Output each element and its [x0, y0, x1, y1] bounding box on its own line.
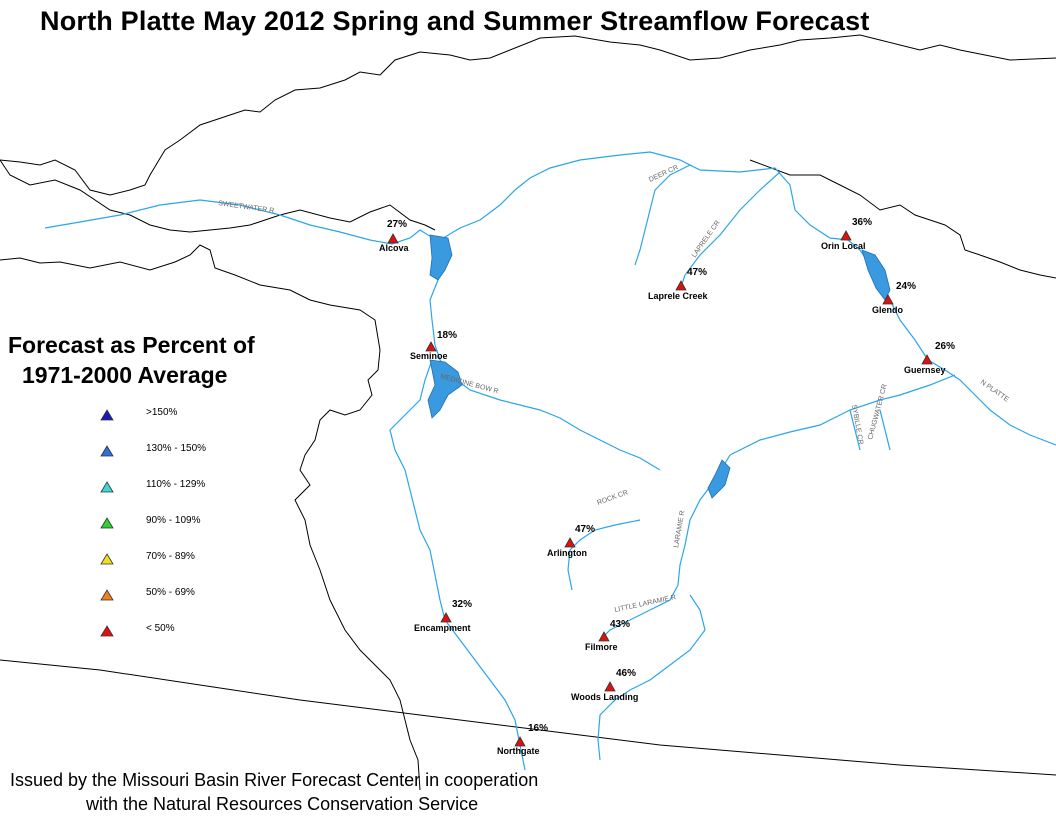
basin-boundary: [0, 34, 1056, 791]
triangle-icon: [840, 230, 852, 241]
station-name: Northgate: [497, 746, 540, 756]
station-marker: Laprele Creek 47%: [648, 267, 709, 301]
footer-line2: with the Natural Resources Conservation …: [86, 794, 479, 814]
river-label-little-laramie: LITTLE LARAMIE R: [614, 594, 677, 614]
station-name: Guernsey: [904, 365, 946, 375]
station-percent: 36%: [852, 217, 872, 228]
station-percent: 18%: [437, 330, 457, 341]
station-markers: Alcova 27% Seminoe 18% Laprele Creek 47% Orin …: [379, 217, 955, 756]
station-percent: 46%: [616, 668, 636, 679]
triangle-icon: [100, 589, 114, 601]
legend-item-label: 130% - 150%: [146, 443, 207, 454]
station-name: Filmore: [585, 642, 618, 652]
station-marker: Filmore 43%: [585, 619, 630, 652]
map-title: North Platte May 2012 Spring and Summer …: [40, 6, 870, 36]
station-marker: Seminoe 18%: [410, 330, 457, 361]
station-percent: 47%: [575, 524, 595, 535]
station-name: Laprele Creek: [648, 291, 709, 301]
station-marker: Glendo 24%: [872, 281, 916, 315]
reservoirs: [427, 234, 891, 499]
station-name: Seminoe: [410, 351, 448, 361]
river-label-n-platte: N PLATTE: [979, 379, 1010, 404]
station-marker: Northgate 16%: [497, 723, 548, 756]
triangle-icon: [440, 612, 452, 623]
river-network: [44, 151, 1056, 771]
footer-credit: Issued by the Missouri Basin River Forec…: [10, 768, 538, 816]
legend-item-label: 110% - 129%: [146, 479, 206, 490]
legend-item-label: >150%: [146, 407, 178, 418]
station-percent: 26%: [935, 341, 955, 352]
station-percent: 27%: [387, 219, 407, 230]
legend-title: Forecast as Percent of 1971-2000 Average: [8, 330, 255, 390]
river-label-laramie: LARAMIE R: [673, 510, 686, 548]
triangle-icon: [604, 681, 616, 692]
river-label-laprele: LAPRELE CR: [691, 219, 722, 259]
station-name: Glendo: [872, 305, 904, 315]
station-marker: Arlington 47%: [547, 524, 595, 558]
legend-item-label: 50% - 69%: [146, 587, 195, 598]
glendo-reservoir: [861, 249, 891, 301]
station-percent: 47%: [687, 267, 707, 278]
station-percent: 24%: [896, 281, 916, 292]
station-name: Alcova: [379, 243, 410, 253]
station-name: Orin Local: [821, 241, 866, 251]
station-marker: Orin Local 36%: [821, 217, 872, 251]
triangle-icon: [514, 736, 526, 747]
triangle-icon: [100, 625, 114, 637]
river-label-rock: ROCK CR: [596, 489, 629, 507]
river-label-sybille: SYBILLE CR: [850, 404, 864, 445]
station-name: Encampment: [414, 623, 471, 633]
wheatland-reservoir: [707, 459, 731, 499]
legend-title-line1: Forecast as Percent of: [8, 332, 255, 358]
footer-line1: Issued by the Missouri Basin River Forec…: [10, 770, 539, 790]
triangle-icon: [598, 631, 610, 642]
triangle-icon: [564, 537, 576, 548]
river-label-sweetwater: SWEETWATER R: [218, 200, 275, 215]
station-name: Woods Landing: [571, 692, 638, 702]
triangle-icon: [882, 294, 894, 305]
legend-item-label: 90% - 109%: [146, 515, 201, 526]
seminoe-reservoir: [427, 359, 463, 419]
triangle-icon: [921, 354, 933, 365]
triangle-icon: [100, 409, 114, 421]
pathfinder-reservoir: [429, 234, 453, 281]
station-marker: Alcova 27%: [379, 219, 410, 253]
station-marker: Guernsey 26%: [904, 341, 955, 375]
triangle-icon: [100, 517, 114, 529]
triangle-icon: [100, 553, 114, 565]
triangle-icon: [100, 445, 114, 457]
station-percent: 16%: [528, 723, 548, 734]
legend-item-label: 70% - 89%: [146, 551, 195, 562]
triangle-icon: [387, 233, 399, 244]
station-marker: Encampment 32%: [414, 599, 472, 633]
station-name: Arlington: [547, 548, 587, 558]
station-percent: 32%: [452, 599, 472, 610]
legend-title-line2: 1971-2000 Average: [22, 362, 228, 388]
triangle-icon: [100, 481, 114, 493]
triangle-icon: [675, 280, 687, 291]
station-marker: Woods Landing 46%: [571, 668, 638, 702]
triangle-icon: [425, 341, 437, 352]
legend-item-label: < 50%: [146, 623, 175, 634]
station-percent: 43%: [610, 619, 630, 630]
